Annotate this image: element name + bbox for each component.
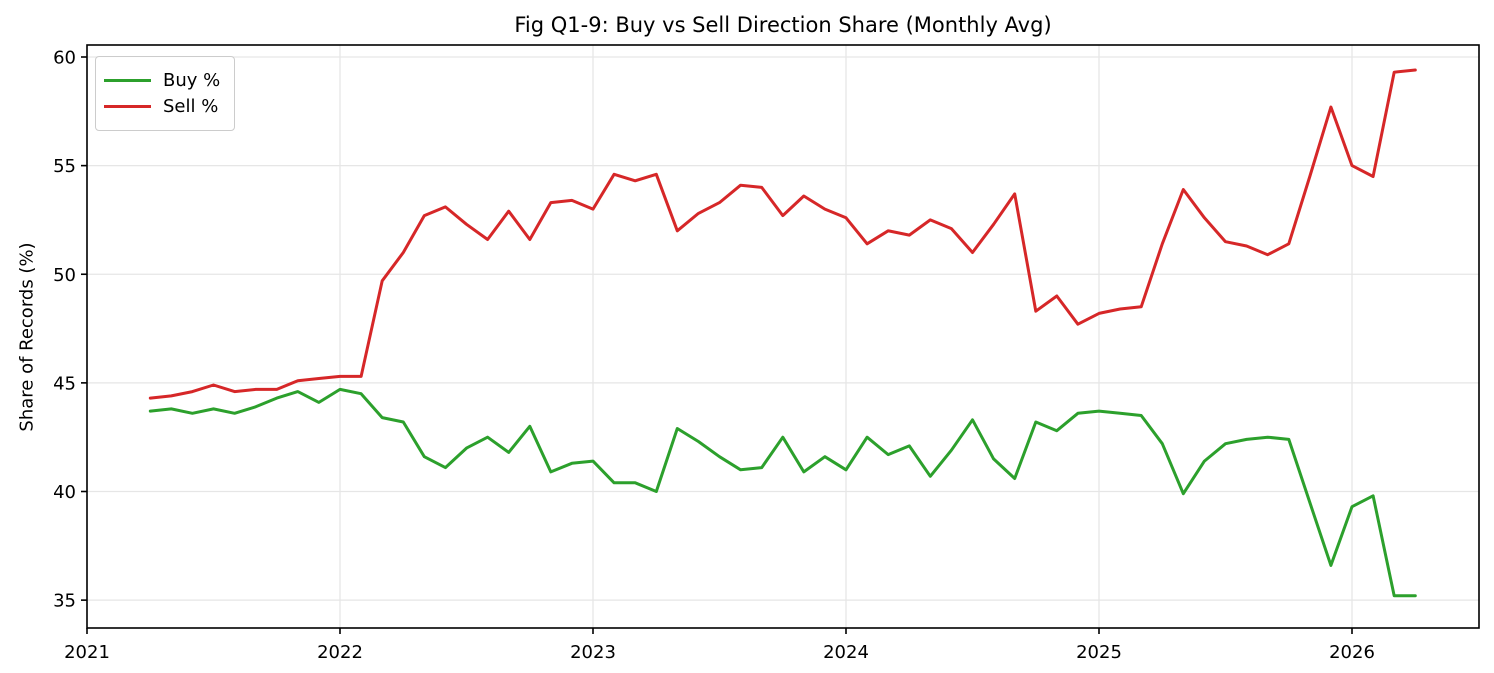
x-tick-label: 2025 [1076,642,1122,663]
plot-border [86,44,1480,629]
sell-line [148,68,1417,400]
chart-title: Fig Q1-9: Buy vs Sell Direction Share (M… [514,13,1052,37]
y-axis-label: Share of Records (%) [16,242,38,432]
y-tick-label: 35 [53,591,76,612]
y-tick-label: 50 [53,265,76,286]
y-tick-label: 40 [53,482,76,503]
legend-item-buy: Buy % [104,70,220,91]
x-tick-label: 2022 [317,642,363,663]
x-tick-label: 2024 [823,642,869,663]
y-tick-label: 45 [53,373,76,394]
buy-line-swatch [104,79,151,82]
x-tick-label: 2021 [64,642,110,663]
sell-line-swatch [104,105,151,108]
buy-line [148,387,1417,598]
legend-label-buy: Buy % [163,70,221,91]
legend-label-sell: Sell % [163,96,219,117]
y-tick-label: 60 [53,48,76,69]
x-tick-label: 2023 [570,642,616,663]
x-tick-label: 2026 [1329,642,1375,663]
legend: Buy % Sell % [95,56,236,131]
legend-item-sell: Sell % [104,96,220,117]
y-tick-label: 55 [53,156,76,177]
